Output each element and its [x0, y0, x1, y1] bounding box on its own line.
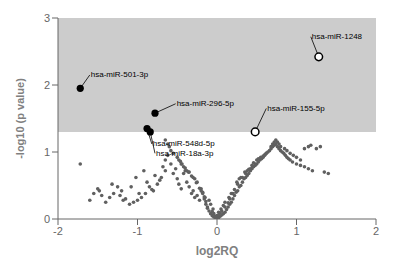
- svg-text:-1: -1: [133, 225, 143, 237]
- svg-text:0: 0: [214, 225, 220, 237]
- svg-text:hsa-miR-155-5p: hsa-miR-155-5p: [267, 104, 325, 113]
- svg-text:hsa-miR-548d-5p: hsa-miR-548d-5p: [153, 139, 215, 148]
- svg-text:hsa-miR-1248: hsa-miR-1248: [312, 32, 363, 41]
- svg-text:3: 3: [44, 12, 50, 24]
- svg-text:hsa-miR-501-3p: hsa-miR-501-3p: [91, 70, 149, 79]
- svg-text:2: 2: [44, 79, 50, 91]
- svg-text:-log10 (p value): -log10 (p value): [14, 78, 26, 159]
- svg-text:1: 1: [293, 225, 299, 237]
- svg-text:-2: -2: [53, 225, 63, 237]
- svg-text:hsa-miR-296-5p: hsa-miR-296-5p: [177, 99, 235, 108]
- svg-text:2: 2: [373, 225, 379, 237]
- svg-text:0: 0: [44, 213, 50, 225]
- svg-text:1: 1: [44, 146, 50, 158]
- svg-text:hsa-miR-18a-3p: hsa-miR-18a-3p: [156, 149, 214, 158]
- svg-text:log2RQ: log2RQ: [196, 244, 239, 258]
